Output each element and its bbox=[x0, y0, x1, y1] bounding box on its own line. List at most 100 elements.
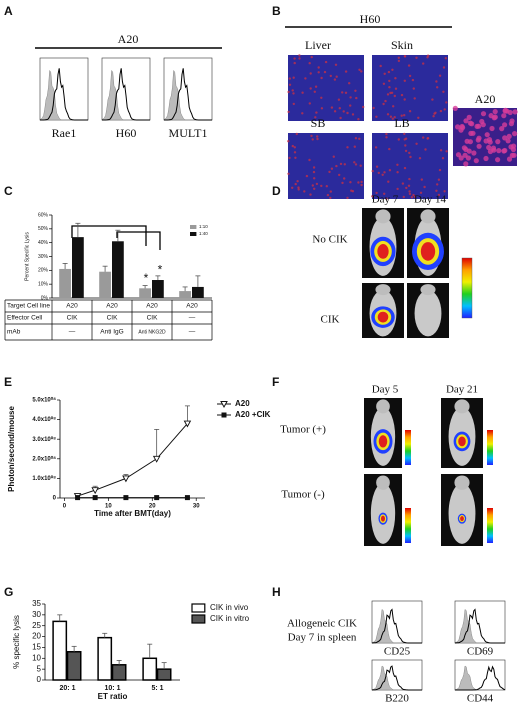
stain-dot bbox=[305, 174, 309, 178]
legend-swatch bbox=[191, 603, 206, 613]
stain-dot bbox=[432, 115, 435, 118]
stain-dot bbox=[292, 102, 295, 106]
stain-dot bbox=[445, 101, 448, 104]
micrograph bbox=[288, 55, 364, 121]
stain-dot bbox=[388, 169, 392, 172]
legend-swatch bbox=[190, 232, 197, 236]
stain-dot bbox=[334, 63, 338, 66]
stain-dot bbox=[408, 151, 411, 155]
stain-dot bbox=[385, 132, 388, 136]
marker bbox=[75, 495, 81, 501]
mouse-head bbox=[454, 399, 470, 414]
y-tick-label: 25 bbox=[32, 621, 41, 630]
stain-dot bbox=[333, 78, 337, 81]
stain-dot bbox=[412, 193, 415, 197]
bar bbox=[52, 620, 68, 681]
stain-dot bbox=[301, 91, 304, 94]
stain-dot bbox=[389, 91, 392, 95]
panel-title: A20 bbox=[118, 32, 139, 46]
stain-dot bbox=[354, 137, 358, 140]
stain-dot bbox=[291, 89, 294, 92]
panel-letter: H bbox=[272, 585, 281, 599]
stain-dot bbox=[387, 70, 391, 74]
row-label: Tumor (-) bbox=[281, 489, 325, 501]
stain-dot bbox=[375, 165, 379, 168]
legend-swatch bbox=[190, 225, 197, 229]
stain-dot bbox=[339, 116, 342, 120]
histogram-label: MULT1 bbox=[169, 126, 208, 140]
stain-dot bbox=[371, 195, 374, 198]
signal-core bbox=[420, 242, 436, 261]
stain-curve bbox=[454, 608, 505, 644]
stain-dot bbox=[439, 149, 443, 152]
stain-dot bbox=[297, 188, 300, 191]
stain-dot bbox=[410, 196, 414, 199]
legend-label: A20 bbox=[235, 399, 250, 408]
stain-dot bbox=[375, 115, 378, 119]
stain-dot bbox=[483, 155, 489, 162]
stain-curve bbox=[371, 608, 422, 644]
stain-dot bbox=[506, 133, 512, 139]
marker bbox=[123, 495, 129, 501]
stain-dot bbox=[502, 122, 508, 128]
table-cell: Target Cell line bbox=[7, 303, 50, 310]
stain-dot bbox=[288, 83, 292, 87]
bar bbox=[139, 288, 151, 298]
stain-dot bbox=[437, 193, 441, 197]
row-label: CIK bbox=[321, 314, 340, 326]
panel-letter: E bbox=[4, 375, 12, 389]
table-cell: A20 bbox=[106, 303, 118, 310]
micrograph-label: LB bbox=[394, 116, 409, 130]
stain-dot bbox=[463, 161, 469, 167]
stain-dot bbox=[388, 147, 391, 151]
y-tick-label: 30 bbox=[32, 610, 41, 619]
table-cell: Anti IgG bbox=[100, 329, 123, 336]
stain-dot bbox=[420, 178, 423, 181]
y-axis-label: Percent Specific Lysis bbox=[24, 232, 30, 281]
stain-dot bbox=[403, 98, 406, 101]
legend-label: 1:40 bbox=[199, 231, 208, 236]
stain-curve bbox=[371, 665, 422, 691]
stain-dot bbox=[511, 131, 518, 137]
stain-dot bbox=[408, 110, 412, 113]
stain-dot bbox=[439, 109, 443, 113]
stain-dot bbox=[507, 109, 513, 116]
stain-dot bbox=[423, 185, 426, 189]
stain-dot bbox=[444, 57, 447, 60]
stain-dot bbox=[293, 146, 296, 149]
stain-dot bbox=[473, 158, 479, 164]
stain-dot bbox=[433, 112, 436, 115]
stain-dot bbox=[343, 177, 346, 180]
stain-dot bbox=[309, 72, 312, 75]
stain-dot bbox=[508, 144, 514, 150]
stain-dot bbox=[438, 74, 442, 77]
stain-dot bbox=[308, 102, 311, 105]
stain-dot bbox=[506, 156, 513, 162]
stain-dot bbox=[471, 150, 477, 156]
stain-dot bbox=[393, 94, 396, 98]
stain-dot bbox=[349, 104, 352, 107]
x-tick-label: 20: 1 bbox=[60, 685, 76, 692]
stain-dot bbox=[400, 93, 404, 97]
stain-dot bbox=[441, 157, 445, 160]
stain-dot bbox=[296, 180, 299, 183]
stain-dot bbox=[386, 93, 390, 96]
stain-dot bbox=[389, 115, 393, 118]
signal-core bbox=[380, 515, 386, 522]
x-tick-label: 5: 1 bbox=[151, 685, 163, 692]
panel-title: H60 bbox=[360, 12, 381, 26]
stain-dot bbox=[287, 90, 290, 94]
table-cell: CIK bbox=[67, 315, 79, 322]
x-tick-label: 0 bbox=[63, 504, 67, 510]
stain-dot bbox=[467, 139, 473, 145]
stain-dot bbox=[372, 106, 375, 110]
y-tick-label: 1.0x10⁰⁸ bbox=[32, 475, 56, 482]
stain-dot bbox=[412, 87, 415, 90]
stain-dot bbox=[408, 190, 411, 193]
stain-dot bbox=[311, 138, 314, 141]
stain-dot bbox=[512, 109, 518, 115]
stain-dot bbox=[476, 123, 482, 129]
stain-dot bbox=[382, 102, 385, 106]
stain-dot bbox=[408, 74, 412, 78]
